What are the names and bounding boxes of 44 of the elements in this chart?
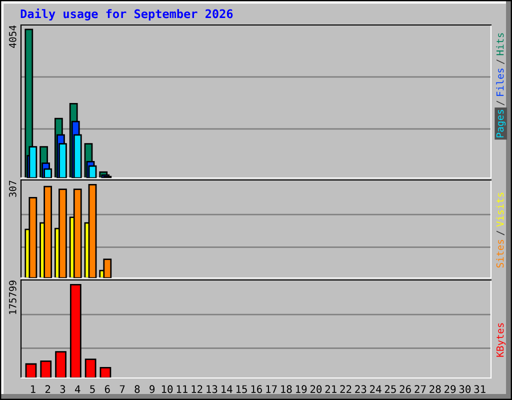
x-tick-label: 27 <box>414 385 426 393</box>
x-tick-label: 24 <box>370 385 382 393</box>
x-tick-label: 31 <box>474 385 486 394</box>
x-tick-label: 8 <box>134 385 140 394</box>
x-tick-label: 7 <box>120 385 125 393</box>
x-tick-label: 19 <box>296 385 307 394</box>
x-tick-label: 10 <box>162 385 173 394</box>
x-tick-label: 3 <box>60 385 66 394</box>
x-tick-label: 15 <box>236 385 247 394</box>
x-tick-label: 1 <box>31 385 36 393</box>
x-tick-label: 25 <box>384 385 396 394</box>
text: 4054 <box>8 25 16 48</box>
text: / <box>496 100 504 106</box>
x-tick-label: 26 <box>400 385 411 394</box>
x-tick-label: 14 <box>222 385 232 393</box>
x-tick-label: 17 <box>266 385 277 393</box>
text: 175799 <box>8 280 16 314</box>
text: KBytes <box>496 323 506 357</box>
x-tick-label: 30 <box>459 385 471 394</box>
x-tick-label: 23 <box>355 385 366 394</box>
x-tick-label: 6 <box>104 385 110 394</box>
text: Visits <box>496 192 504 227</box>
text: Sites <box>496 240 504 268</box>
x-tick-label: 4 <box>74 385 80 393</box>
text: 307 <box>8 180 16 197</box>
text: / <box>496 59 504 64</box>
x-tick-label: 20 <box>310 385 322 394</box>
x-tick-label: 28 <box>430 385 441 394</box>
x-tick-label: 2 <box>45 385 50 393</box>
x-tick-label: 9 <box>150 385 155 394</box>
text: Files <box>496 68 504 96</box>
x-tick-label: 29 <box>444 385 456 394</box>
x-tick-label: 13 <box>206 385 218 394</box>
x-tick-label: 5 <box>90 385 95 394</box>
x-tick-label: 22 <box>340 385 352 393</box>
x-tick-label: 21 <box>325 385 336 393</box>
text: Hits <box>496 33 504 56</box>
x-tick-label: 11 <box>176 385 188 393</box>
x-tick-label: 16 <box>251 385 262 394</box>
text: / <box>496 230 504 236</box>
x-tick-label: 18 <box>281 385 292 394</box>
x-tick-label: 12 <box>192 385 202 393</box>
text: Pages <box>496 110 506 138</box>
chart-title: Daily usage for September 2026 <box>20 8 233 21</box>
